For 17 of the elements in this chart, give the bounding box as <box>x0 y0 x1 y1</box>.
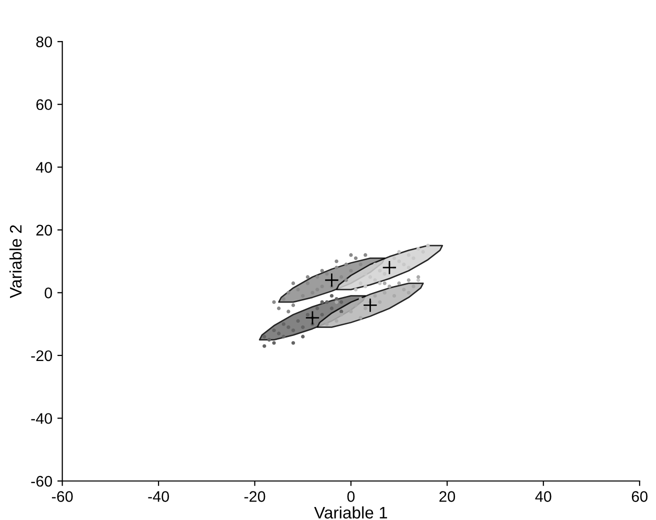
x-axis-title: Variable 1 <box>314 506 388 519</box>
y-tick-label: -60 <box>31 476 52 487</box>
x-tick-label: 60 <box>632 491 648 502</box>
x-tick-label: 20 <box>439 491 456 502</box>
y-tick-label: -40 <box>31 413 52 424</box>
y-tick-label: 80 <box>36 36 52 48</box>
y-tick-label: 40 <box>36 162 52 173</box>
x-tick-label: -20 <box>244 491 266 502</box>
x-tick-label: -60 <box>52 491 73 502</box>
x-tick-label: 0 <box>347 491 355 502</box>
y-tick-label: 0 <box>44 288 52 298</box>
x-tick-label: 40 <box>535 491 552 502</box>
y-tick-label: 60 <box>36 99 52 110</box>
y-tick-label: -20 <box>31 350 52 362</box>
y-axis-title: Variable 2 <box>9 225 22 298</box>
y-tick-label: 20 <box>36 224 52 236</box>
x-tick-label: -40 <box>148 491 169 502</box>
